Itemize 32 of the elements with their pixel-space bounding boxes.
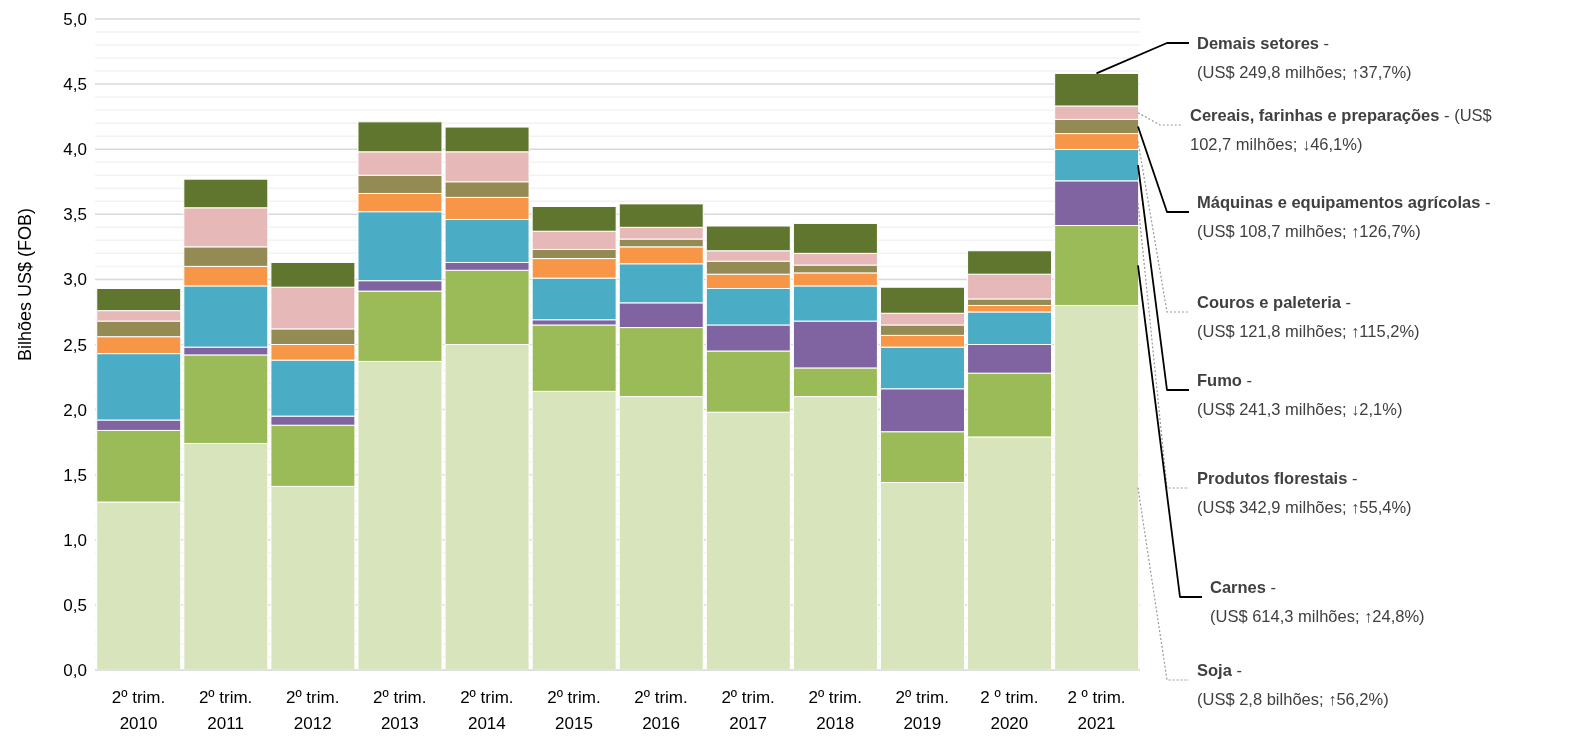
y-tick-label: 0,5	[63, 595, 87, 615]
y-tick-label: 3,5	[63, 205, 87, 225]
text: Carnes - (US$ 614,3 milhões; ↑24,8%)	[1210, 578, 1425, 625]
x-tick-label: 2 º trim. 2021	[1067, 688, 1126, 733]
y-tick-label: 5,0	[63, 10, 87, 30]
y-tick-label: 2,5	[63, 335, 87, 355]
text: Máquinas e equipamentos agrícolas - (US$ 108,7 milhões; ↑126,7%)	[1197, 193, 1491, 240]
x-tick-label: 2º trim. 2017	[721, 688, 775, 733]
x-tick-label: 2º trim. 2016	[634, 688, 688, 733]
y-tick-label: 1,5	[63, 465, 87, 485]
x-tick-label: 2º trim. 2012	[285, 688, 340, 733]
x-tick-label: 2º trim. 2018	[808, 688, 862, 733]
x-tick-label: 2º trim. 2013	[373, 688, 427, 733]
x-tick-label: 2º trim. 2014	[460, 688, 514, 733]
y-tick-label: 3,0	[63, 270, 87, 290]
x-tick-label: 2º trim. 2015	[547, 688, 601, 733]
x-tick-label: 2 º trim. 2020	[980, 688, 1039, 733]
y-tick-label: 4,5	[63, 75, 87, 95]
text: Cereais, farinhas e preparações - (US$ 102,7 milhões; ↓46,1%)	[1190, 106, 1492, 153]
text: Demais setores - (US$ 249,8 milhões; ↑37,7%)	[1197, 34, 1412, 81]
x-tick-label: 2º trim. 2019	[895, 688, 950, 733]
y-axis-title: Bilhões US$ (FOB)	[15, 207, 36, 362]
y-tick-label: 1,0	[63, 530, 87, 550]
x-tick-label: 2º trim. 2011	[198, 688, 253, 733]
text: Produtos florestais - (US$ 342,9 milhões; ↑55,4%)	[1197, 469, 1412, 516]
y-tick-label: 0,0	[63, 661, 87, 681]
text: Soja - (US$ 2,8 bilhões; ↑56,2%)	[1197, 661, 1389, 708]
y-tick-label: 2,0	[63, 400, 87, 420]
x-tick-label: 2º trim. 2010	[111, 688, 166, 733]
y-tick-label: 4,0	[63, 140, 87, 160]
text: Couros e paleteria - (US$ 121,8 milhões; ↑115,2%)	[1197, 293, 1420, 340]
text: Fumo - (US$ 241,3 milhões; ↓2,1%)	[1197, 371, 1403, 418]
